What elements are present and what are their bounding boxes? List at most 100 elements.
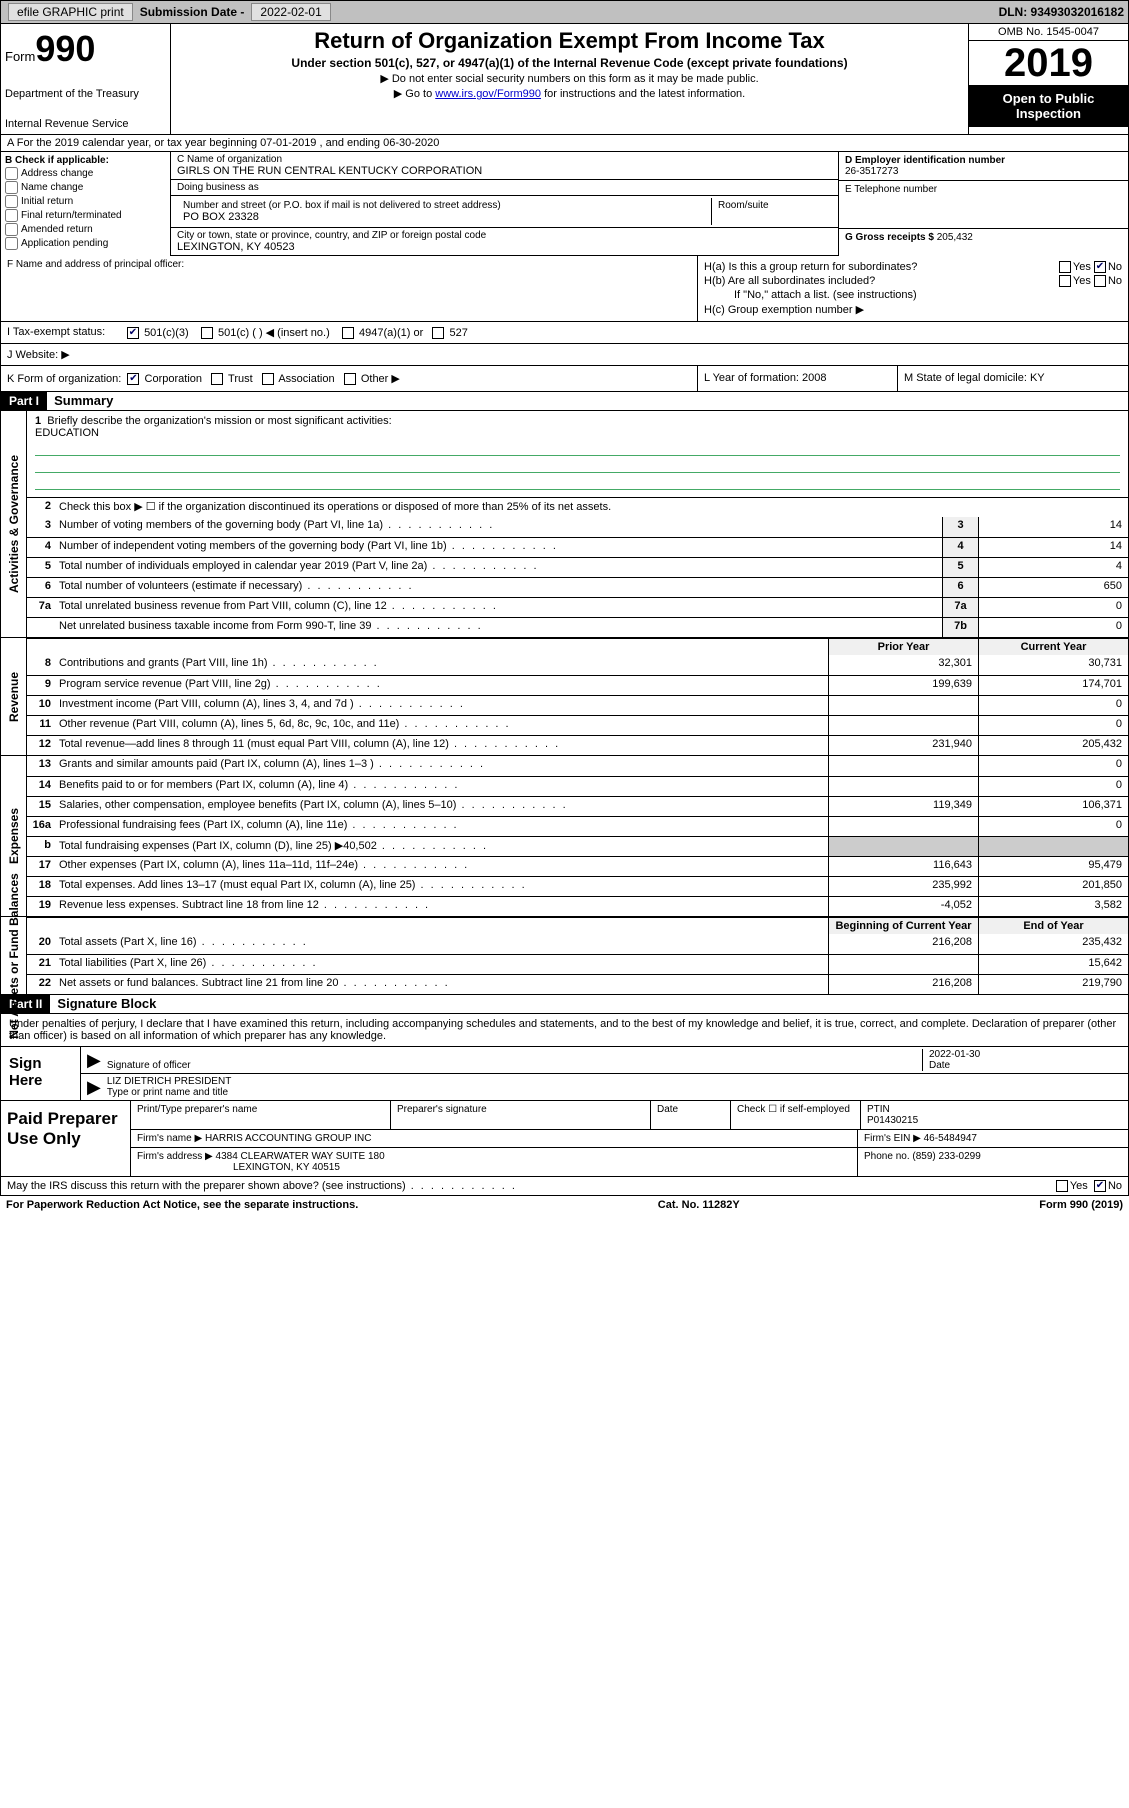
ptin: P01430215 xyxy=(867,1115,918,1126)
chk-corp[interactable] xyxy=(127,373,139,385)
chk-4947[interactable] xyxy=(342,327,354,339)
officer-label: F Name and address of principal officer: xyxy=(7,259,691,270)
city-label: City or town, state or province, country… xyxy=(177,230,832,241)
curr-val: 30,731 xyxy=(978,655,1128,675)
ein-label: D Employer identification number xyxy=(845,155,1122,166)
prior-val: 32,301 xyxy=(828,655,978,675)
website-row: J Website: ▶ xyxy=(0,344,1129,366)
curr-val: 174,701 xyxy=(978,676,1128,695)
line-desc: Number of independent voting members of … xyxy=(55,538,942,557)
discuss-q: May the IRS discuss this return with the… xyxy=(7,1180,517,1192)
line-desc: Total unrelated business revenue from Pa… xyxy=(55,598,942,617)
line-desc: Other expenses (Part IX, column (A), lin… xyxy=(55,857,828,876)
curr-val: 205,432 xyxy=(978,736,1128,755)
officer-name: LIZ DIETRICH PRESIDENT xyxy=(107,1076,1122,1087)
chk-other[interactable] xyxy=(344,373,356,385)
chk-assoc[interactable] xyxy=(262,373,274,385)
form-word: Form xyxy=(5,49,35,64)
prior-val: 231,940 xyxy=(828,736,978,755)
line-desc: Total expenses. Add lines 13–17 (must eq… xyxy=(55,877,828,896)
exp-label: Expenses xyxy=(7,808,21,864)
chk-501c[interactable] xyxy=(201,327,213,339)
submission-date: 2022-02-01 xyxy=(251,3,330,21)
end-hdr: End of Year xyxy=(978,918,1128,934)
instructions-link[interactable]: www.irs.gov/Form990 xyxy=(435,88,541,100)
mission: EDUCATION xyxy=(35,427,99,439)
curr-val: 95,479 xyxy=(978,857,1128,876)
line-desc: Net assets or fund balances. Subtract li… xyxy=(55,975,828,994)
prep-c1: Print/Type preparer's name xyxy=(131,1101,391,1129)
state-domicile: M State of legal domicile: KY xyxy=(898,366,1128,391)
chk-initial[interactable]: Initial return xyxy=(5,195,166,208)
prep-c4: Check ☐ if self-employed xyxy=(731,1101,861,1129)
row-a: A For the 2019 calendar year, or tax yea… xyxy=(0,135,1129,152)
firm-name: HARRIS ACCOUNTING GROUP INC xyxy=(205,1133,372,1144)
prior-val xyxy=(828,756,978,776)
prior-val: 116,643 xyxy=(828,857,978,876)
header-right: OMB No. 1545-0047 2019 Open to Public In… xyxy=(968,24,1128,134)
curr-val: 235,432 xyxy=(978,934,1128,954)
beg-hdr: Beginning of Current Year xyxy=(828,918,978,934)
line-desc: Net unrelated business taxable income fr… xyxy=(55,618,942,637)
curr-val: 0 xyxy=(978,777,1128,796)
line-box: 7b xyxy=(942,618,978,637)
arrow-icon: ▶ xyxy=(87,1050,101,1071)
gov-label: Activities & Governance xyxy=(7,455,21,593)
chk-527[interactable] xyxy=(432,327,444,339)
hb-note: If "No," attach a list. (see instruction… xyxy=(704,289,1122,301)
street: PO BOX 23328 xyxy=(183,211,705,223)
prep-c2: Preparer's signature xyxy=(391,1101,651,1129)
chk-501c3[interactable] xyxy=(127,327,139,339)
line-box: 3 xyxy=(942,517,978,537)
prior-val: 235,992 xyxy=(828,877,978,896)
line-val: 4 xyxy=(978,558,1128,577)
chk-amended[interactable]: Amended return xyxy=(5,223,166,236)
prior-val: 119,349 xyxy=(828,797,978,816)
chk-trust[interactable] xyxy=(211,373,223,385)
arrow-icon: ▶ xyxy=(87,1077,101,1098)
prior-val xyxy=(828,955,978,974)
line-desc: Salaries, other compensation, employee b… xyxy=(55,797,828,816)
sign-here-block: Sign Here ▶ Signature of officer 2022-01… xyxy=(0,1047,1129,1101)
officer xyxy=(7,270,691,310)
prior-val xyxy=(828,696,978,715)
year-formation: L Year of formation: 2008 xyxy=(698,366,898,391)
hc-question: H(c) Group exemption number ▶ xyxy=(704,303,1122,316)
curr-val: 0 xyxy=(978,716,1128,735)
tax-year: 2019 xyxy=(969,41,1128,85)
line-desc: Revenue less expenses. Subtract line 18 … xyxy=(55,897,828,916)
ein: 26-3517273 xyxy=(845,166,1122,177)
firm-addr2: LEXINGTON, KY 40515 xyxy=(233,1162,340,1173)
inspection-badge: Open to Public Inspection xyxy=(969,85,1128,127)
gross: 205,432 xyxy=(937,232,973,243)
chk-address[interactable]: Address change xyxy=(5,167,166,180)
chk-name[interactable]: Name change xyxy=(5,181,166,194)
submission-label: Submission Date - xyxy=(140,5,245,19)
street-label: Number and street (or P.O. box if mail i… xyxy=(183,200,705,211)
line-desc: Total liabilities (Part X, line 26) xyxy=(55,955,828,974)
chk-final[interactable]: Final return/terminated xyxy=(5,209,166,222)
i-label: I Tax-exempt status: xyxy=(1,322,121,343)
col-c: C Name of organization GIRLS ON THE RUN … xyxy=(171,152,838,256)
line-desc: Total fundraising expenses (Part IX, col… xyxy=(55,837,828,856)
section-revenue: Revenue Prior YearCurrent Year 8Contribu… xyxy=(0,638,1129,756)
ptin-label: PTIN xyxy=(867,1104,890,1115)
note2: Go to www.irs.gov/Form990 for instructio… xyxy=(177,87,962,100)
col-b: B Check if applicable: Address change Na… xyxy=(1,152,171,256)
form-title: Return of Organization Exempt From Incom… xyxy=(177,28,962,54)
line-val: 0 xyxy=(978,598,1128,617)
footer: For Paperwork Reduction Act Notice, see … xyxy=(0,1196,1129,1214)
form-header: Form990 Department of the Treasury Inter… xyxy=(0,24,1129,135)
sig-date-label: Date xyxy=(929,1060,1122,1071)
curr-val: 3,582 xyxy=(978,897,1128,916)
line-desc: Other revenue (Part VIII, column (A), li… xyxy=(55,716,828,735)
chk-pending[interactable]: Application pending xyxy=(5,237,166,250)
efile-button[interactable]: efile GRAPHIC print xyxy=(8,3,133,21)
phone: (859) 233-0299 xyxy=(912,1151,980,1162)
prior-val xyxy=(828,716,978,735)
note1: Do not enter social security numbers on … xyxy=(177,72,962,85)
prior-val xyxy=(828,817,978,836)
part1-title: Summary xyxy=(50,393,113,408)
perjury-text: Under penalties of perjury, I declare th… xyxy=(0,1014,1129,1047)
ha-question: H(a) Is this a group return for subordin… xyxy=(704,261,1122,273)
